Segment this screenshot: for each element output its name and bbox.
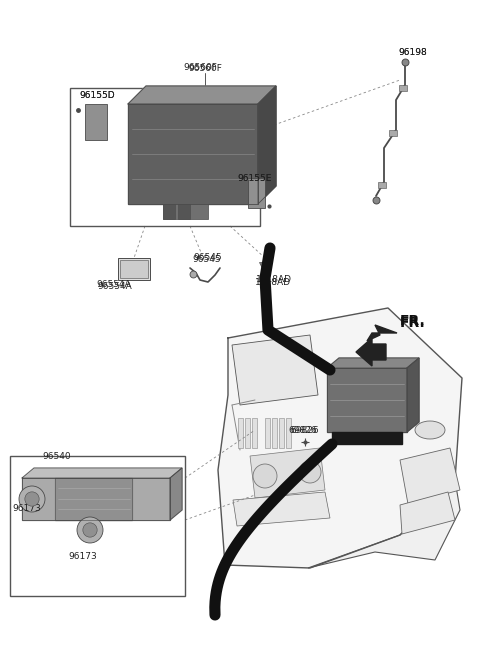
Bar: [120, 260, 148, 278]
Text: 69826: 69826: [290, 426, 319, 435]
Polygon shape: [170, 468, 182, 520]
Circle shape: [25, 492, 39, 506]
Polygon shape: [327, 368, 407, 432]
Circle shape: [299, 461, 321, 483]
Text: 69826: 69826: [288, 426, 317, 435]
Polygon shape: [218, 308, 462, 568]
Polygon shape: [308, 480, 460, 568]
Bar: [238, 418, 243, 448]
Text: 96554A: 96554A: [96, 280, 131, 289]
Polygon shape: [327, 358, 419, 368]
Bar: [248, 178, 265, 208]
Text: 96198: 96198: [398, 48, 427, 57]
Bar: [389, 130, 397, 136]
Bar: [10, 456, 185, 596]
Circle shape: [77, 517, 103, 543]
Text: 96155D: 96155D: [79, 91, 115, 100]
Ellipse shape: [371, 379, 409, 401]
Text: 96560F: 96560F: [183, 63, 217, 72]
Text: 96545: 96545: [192, 255, 221, 264]
Text: FR.: FR.: [400, 316, 426, 330]
Polygon shape: [22, 478, 170, 520]
Text: 96560F: 96560F: [188, 64, 222, 73]
Polygon shape: [55, 478, 132, 520]
Text: 96155E: 96155E: [237, 174, 271, 183]
Bar: [378, 182, 386, 188]
Polygon shape: [332, 432, 402, 444]
Text: 96155E: 96155E: [237, 174, 271, 183]
Bar: [85, 104, 107, 140]
Bar: [178, 204, 190, 219]
Bar: [118, 258, 150, 280]
Polygon shape: [22, 468, 182, 478]
Polygon shape: [356, 338, 386, 366]
Bar: [70, 88, 260, 226]
Text: 96545: 96545: [193, 253, 222, 262]
Bar: [272, 418, 277, 448]
Bar: [279, 418, 284, 448]
Polygon shape: [258, 86, 276, 204]
Text: 96540: 96540: [42, 452, 71, 461]
Polygon shape: [407, 358, 419, 432]
Text: 1018AD: 1018AD: [256, 275, 292, 284]
Text: 1018AD: 1018AD: [255, 278, 291, 287]
Text: FR.: FR.: [400, 314, 426, 328]
Bar: [245, 418, 250, 448]
Polygon shape: [232, 335, 318, 405]
Circle shape: [19, 486, 45, 512]
Text: 96173: 96173: [12, 504, 41, 513]
Text: 96554A: 96554A: [97, 282, 132, 291]
Polygon shape: [400, 448, 460, 504]
Text: 96173: 96173: [68, 552, 97, 561]
Bar: [163, 204, 175, 219]
Polygon shape: [233, 492, 330, 526]
Bar: [265, 418, 270, 448]
Polygon shape: [250, 448, 325, 498]
Circle shape: [253, 464, 277, 488]
Circle shape: [83, 523, 97, 537]
Ellipse shape: [415, 421, 445, 439]
Text: 96155D: 96155D: [79, 91, 115, 100]
Polygon shape: [367, 325, 397, 341]
Polygon shape: [128, 104, 258, 204]
Bar: [163, 204, 208, 219]
Polygon shape: [400, 492, 455, 534]
Bar: [286, 418, 291, 448]
Bar: [399, 85, 407, 91]
Bar: [252, 418, 257, 448]
Polygon shape: [128, 86, 276, 104]
Text: 96198: 96198: [398, 48, 427, 57]
